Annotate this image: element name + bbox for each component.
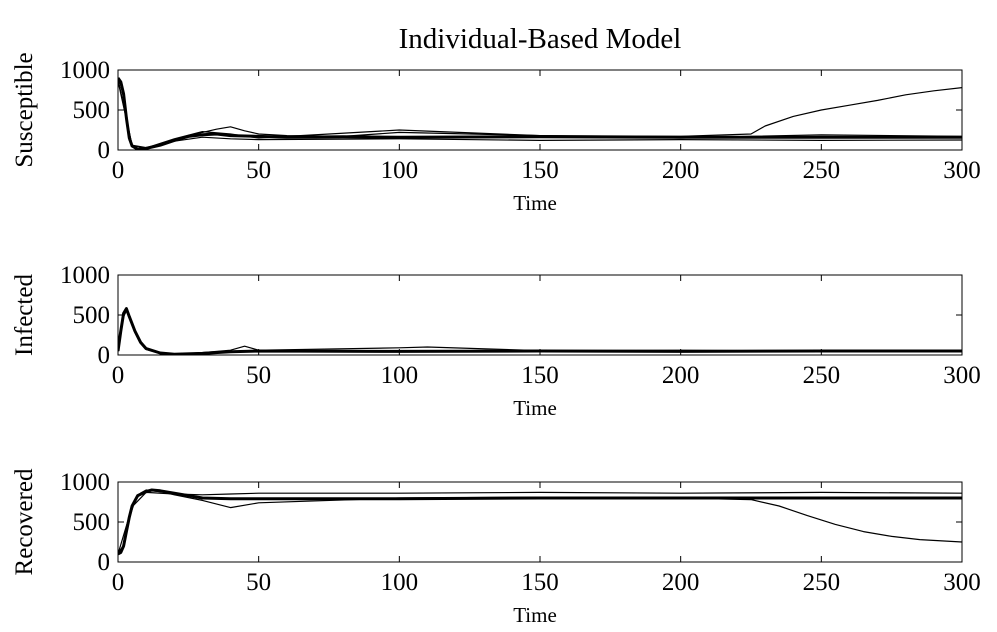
series-group: [118, 77, 962, 150]
series-line: [118, 77, 962, 150]
x-tick-label: 100: [381, 362, 419, 389]
x-axis-label: Time: [513, 603, 557, 627]
series-group: [118, 307, 962, 355]
y-axis-label: Susceptible: [11, 52, 38, 167]
x-tick-label: 100: [381, 157, 419, 184]
x-tick-label: 50: [246, 569, 271, 596]
subplot-panels: 0 50 100 150 200 250 30005001000TimeSusceptibl…: [11, 52, 981, 627]
subplot-recovered: 0 50 100 150 200 250 300 0 500 1000 Time Recovered: [11, 468, 981, 627]
x-tick-label: 50: [246, 157, 271, 184]
series-line: [118, 78, 962, 149]
x-tick-label: 0: [112, 157, 125, 184]
y-tick-label: 500: [73, 97, 111, 124]
x-tick-label: 150: [521, 362, 559, 389]
y-tick-label: 500: [73, 509, 111, 536]
series-line: [118, 307, 962, 355]
x-tick-label: 250: [803, 157, 841, 184]
x-tick-label: 200: [662, 157, 700, 184]
x-tick-label: 0: [112, 569, 125, 596]
x-tick-label: 200: [662, 362, 700, 389]
y-tick-label: 500: [73, 302, 111, 329]
x-tick-label: 100: [381, 569, 419, 596]
y-tick-label: 1000: [60, 469, 110, 496]
y-axis-label: Infected: [11, 274, 38, 356]
subplot-susceptible: 0 50 100 150 200 250 300 0 500 1000 Time Susceptibl…: [11, 52, 981, 215]
x-tick-label: 250: [803, 362, 841, 389]
x-tick-label: 150: [521, 157, 559, 184]
series-line: [118, 491, 962, 555]
x-tick-label: 50: [246, 362, 271, 389]
x-axis-label: Time: [513, 396, 557, 420]
x-tick-label: 300: [943, 569, 981, 596]
x-tick-label: 300: [943, 362, 981, 389]
series-line: [118, 488, 962, 556]
y-axis-label: Recovered: [11, 468, 38, 575]
y-tick-label: 0: [98, 549, 111, 576]
series-line: [118, 489, 962, 554]
y-tick-label: 1000: [60, 57, 110, 84]
y-tick-label: 0: [98, 137, 111, 164]
x-tick-label: 200: [662, 569, 700, 596]
series-group: [118, 488, 962, 556]
x-tick-label: 300: [943, 157, 981, 184]
y-tick-label: 0: [98, 342, 111, 369]
subplot-infected: 0 50 100 150 200 250 300 0 500 1000 Time Infected: [11, 262, 981, 420]
chart-title: Individual-Based Model: [399, 23, 682, 55]
y-tick-label: 1000: [60, 262, 110, 289]
series-line: [118, 310, 962, 355]
x-axis-label: Time: [513, 191, 557, 215]
x-tick-label: 0: [112, 362, 125, 389]
axes-box: [117, 274, 963, 356]
x-tick-label: 150: [521, 569, 559, 596]
x-tick-label: 250: [803, 569, 841, 596]
